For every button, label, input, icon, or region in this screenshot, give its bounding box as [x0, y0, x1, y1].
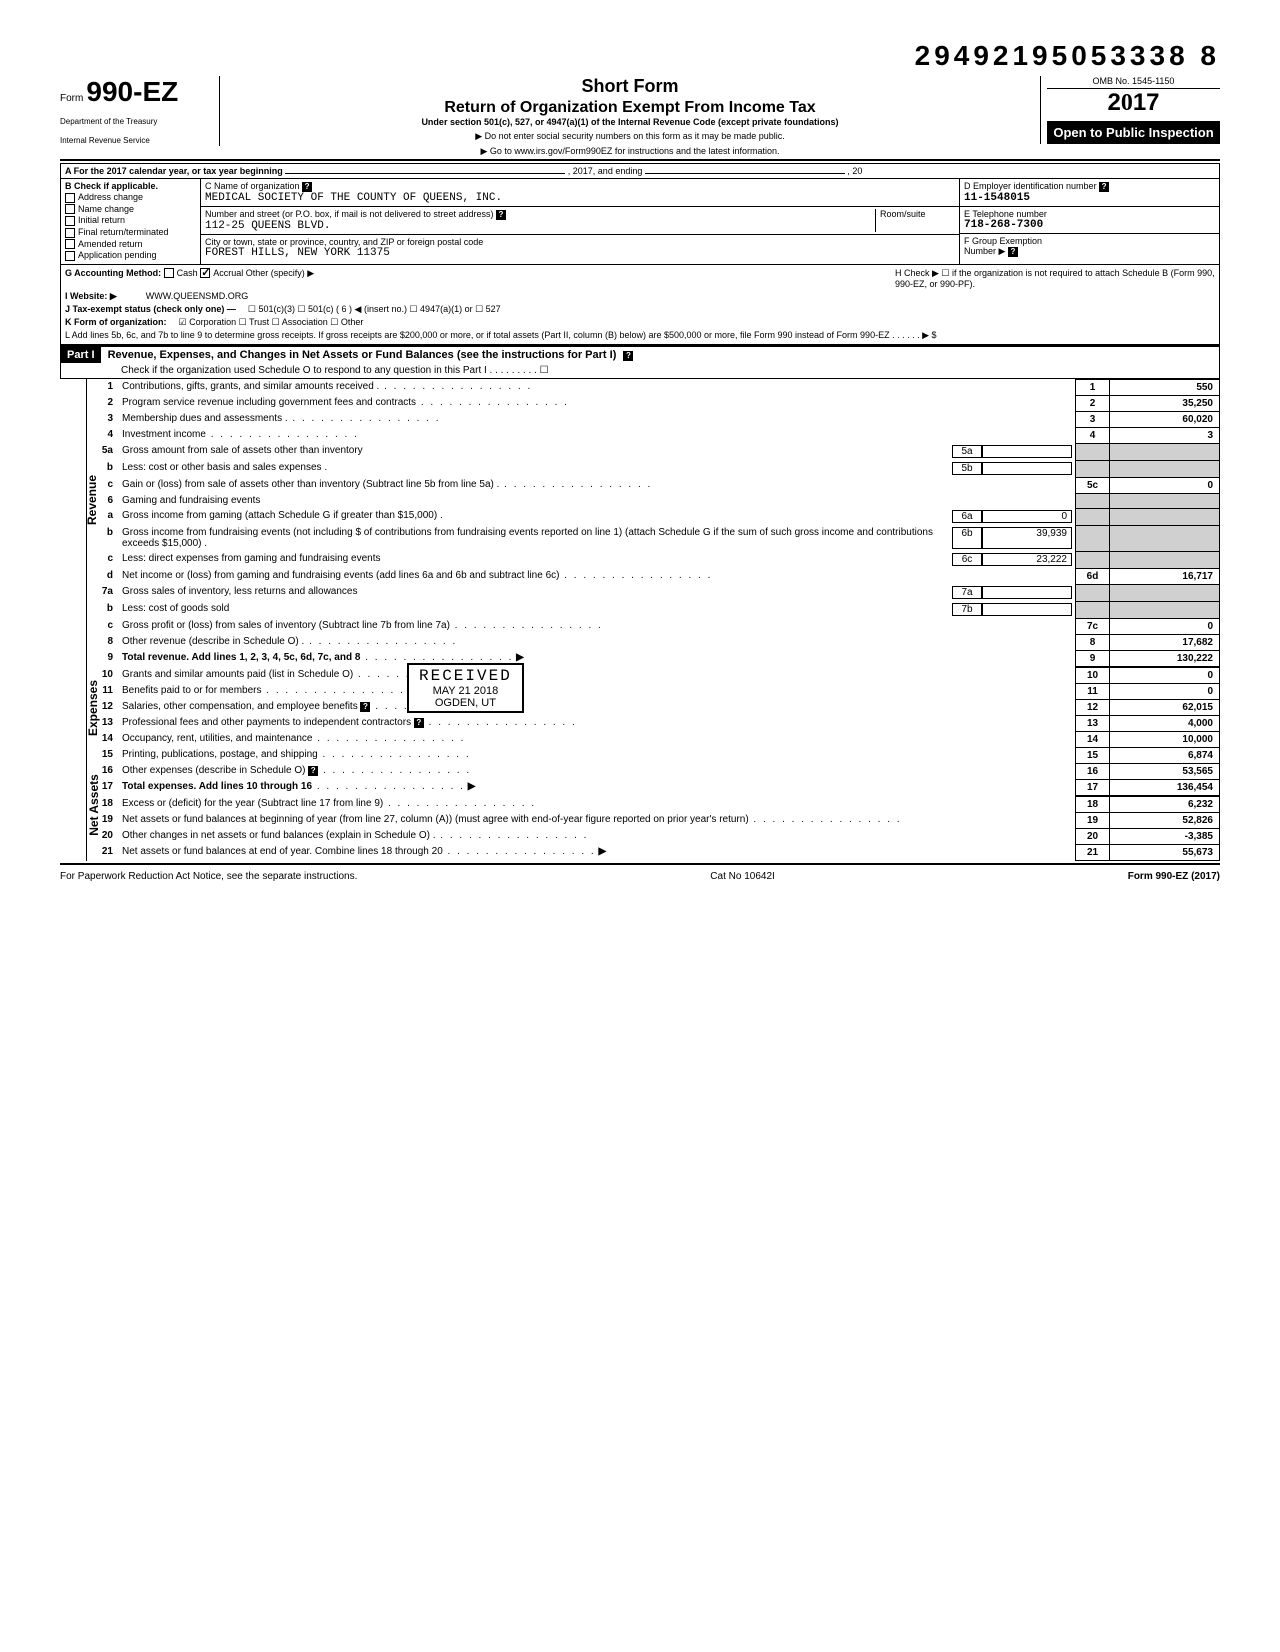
short-form-title: Short Form — [228, 76, 1032, 97]
goto-url-text: ▶ Go to www.irs.gov/Form990EZ for instru… — [228, 146, 1032, 157]
net-assets-section: 18Excess or (deficit) for the year (Subt… — [86, 796, 1220, 861]
title-block: Short Form Return of Organization Exempt… — [220, 76, 1040, 157]
expenses-section: RECEIVED MAY 21 2018 OGDEN, UT 10Grants … — [86, 667, 1220, 796]
ein-value: 11-1548015 — [964, 192, 1030, 204]
help-icon: ? — [414, 718, 424, 728]
form-number: 990-EZ — [86, 76, 178, 107]
form-number-block: Form 990-EZ Department of the Treasury I… — [60, 76, 220, 146]
footer-right: Form 990-EZ (2017) — [1128, 871, 1220, 882]
chk-name-change[interactable]: Name change — [65, 204, 196, 215]
k-options: ☑ Corporation ☐ Trust ☐ Association ☐ Ot… — [179, 317, 364, 328]
department-line2: Internal Revenue Service — [60, 137, 213, 146]
divider — [60, 159, 1220, 161]
ein-cell: D Employer identification number ? 11-15… — [960, 179, 1219, 207]
h-check: H Check ▶ ☐ if the organization is not r… — [895, 268, 1215, 289]
help-icon: ? — [308, 766, 318, 776]
org-name-value: MEDICAL SOCIETY OF THE COUNTY OF QUEENS,… — [205, 192, 502, 204]
chk-amended-return[interactable]: Amended return — [65, 239, 196, 250]
help-icon: ? — [302, 182, 312, 192]
revenue-table: 1Contributions, gifts, grants, and simil… — [91, 379, 1220, 667]
expenses-table: 10Grants and similar amounts paid (list … — [91, 667, 1220, 796]
org-name-cell: C Name of organization ? MEDICAL SOCIETY… — [201, 179, 959, 207]
help-icon: ? — [1099, 182, 1109, 192]
footer-left: For Paperwork Reduction Act Notice, see … — [60, 871, 357, 882]
page-footer: For Paperwork Reduction Act Notice, see … — [60, 867, 1220, 882]
part-1-title: Revenue, Expenses, and Changes in Net As… — [104, 347, 621, 363]
line-l-text: L Add lines 5b, 6c, and 7b to line 9 to … — [65, 330, 937, 341]
tax-year: 20201717 — [1047, 89, 1220, 117]
city-value: FOREST HILLS, NEW YORK 11375 — [205, 247, 390, 259]
help-icon: ? — [623, 351, 633, 361]
part-1-header: Part I Revenue, Expenses, and Changes in… — [60, 345, 1220, 379]
group-exemption-cell: F Group Exemption Number ▶ ? — [960, 234, 1219, 259]
divider — [60, 863, 1220, 865]
b-label: B Check if applicable. — [65, 181, 158, 191]
header-info-box: B Check if applicable. Address change Na… — [60, 178, 1220, 265]
help-icon: ? — [360, 702, 370, 712]
part-1-badge: Part I — [61, 347, 101, 363]
chk-final-return[interactable]: Final return/terminated — [65, 227, 196, 238]
lines-g-to-l: G Accounting Method: Cash Accrual Other … — [60, 265, 1220, 345]
omb-number: OMB No. 1545-1150 — [1047, 76, 1220, 89]
chk-initial-return[interactable]: Initial return — [65, 215, 196, 226]
department-line1: Department of the Treasury — [60, 118, 213, 127]
net-assets-table: 18Excess or (deficit) for the year (Subt… — [91, 796, 1220, 861]
part-1-check-text: Check if the organization used Schedule … — [61, 363, 1219, 378]
right-header-block: OMB No. 1545-1150 20201717 Open to Publi… — [1040, 76, 1220, 144]
document-stamp-number: 29492195053338 8 — [60, 40, 1220, 72]
line-a: A For the 2017 calendar year, or tax yea… — [60, 163, 1220, 178]
revenue-section: 1Contributions, gifts, grants, and simil… — [86, 379, 1220, 667]
street-address-value: 112-25 QUEENS BLVD. — [205, 220, 330, 232]
phone-cell: E Telephone number 718-268-7300 — [960, 207, 1219, 234]
main-title: Return of Organization Exempt From Incom… — [228, 99, 1032, 117]
chk-accrual[interactable] — [200, 268, 210, 278]
col-b-checkboxes: B Check if applicable. Address change Na… — [61, 179, 201, 264]
col-d-e-f: D Employer identification number ? 11-15… — [959, 179, 1219, 264]
chk-cash[interactable] — [164, 268, 174, 278]
under-section-text: Under section 501(c), 527, or 4947(a)(1)… — [228, 117, 1032, 127]
j-options: ☐ 501(c)(3) ☐ 501(c) ( 6 ) ◀ (insert no.… — [248, 304, 501, 315]
footer-mid: Cat No 10642I — [710, 871, 775, 882]
do-not-enter-text: ▶ Do not enter social security numbers o… — [228, 131, 1032, 142]
addr-cell: Number and street (or P.O. box, if mail … — [201, 207, 959, 235]
chk-application-pending[interactable]: Application pending — [65, 250, 196, 261]
website-value: WWW.QUEENSMD.ORG — [146, 291, 249, 302]
chk-address-change[interactable]: Address change — [65, 192, 196, 203]
open-to-public-badge: Open to Public Inspection — [1047, 121, 1220, 144]
form-header: Form 990-EZ Department of the Treasury I… — [60, 76, 1220, 157]
phone-value: 718-268-7300 — [964, 219, 1043, 231]
city-cell: City or town, state or province, country… — [201, 235, 959, 261]
form-word: Form — [60, 93, 83, 104]
col-c-org-info: C Name of organization ? MEDICAL SOCIETY… — [201, 179, 959, 264]
room-suite: Room/suite — [875, 209, 955, 232]
help-icon: ? — [496, 210, 506, 220]
help-icon: ? — [1008, 247, 1018, 257]
received-stamp: RECEIVED MAY 21 2018 OGDEN, UT — [407, 663, 524, 713]
